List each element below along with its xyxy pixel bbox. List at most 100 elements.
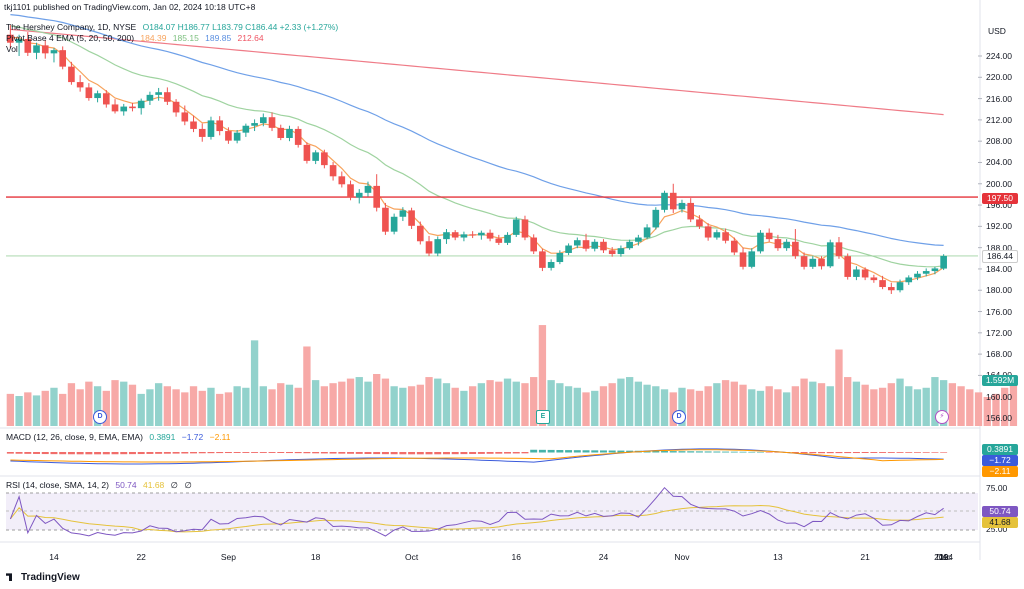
split-event-icon[interactable]: ⚡ xyxy=(935,410,949,424)
candle-body xyxy=(940,255,947,269)
volume-bar xyxy=(137,393,145,426)
currency-label[interactable]: USD xyxy=(988,26,1006,36)
candle-body xyxy=(600,241,607,251)
volume-bar xyxy=(652,386,660,426)
candle-body xyxy=(905,277,913,283)
volume-bar xyxy=(564,386,573,426)
candle-body xyxy=(303,144,311,161)
candle-body xyxy=(33,45,40,53)
volume-legend[interactable]: Vol xyxy=(6,44,22,55)
volume-bar xyxy=(625,377,634,426)
volume-bar xyxy=(154,383,163,426)
candle-body xyxy=(774,239,782,249)
macd-legend[interactable]: MACD (12, 26, close, 9, EMA, EMA) 0.3891… xyxy=(6,432,235,443)
candle-body xyxy=(809,258,817,267)
volume-bar xyxy=(373,374,381,426)
macd-histogram-bar xyxy=(347,452,355,454)
macd-histogram-bar xyxy=(573,450,581,453)
macd-histogram-bar xyxy=(259,452,267,453)
macd-histogram-bar xyxy=(242,452,250,453)
volume-bar xyxy=(425,377,433,426)
macd-histogram-bar xyxy=(33,452,41,454)
volume-bar xyxy=(695,390,704,426)
volume-bar xyxy=(93,386,102,426)
volume-bar xyxy=(503,378,512,426)
volume-bar xyxy=(329,383,337,426)
candle-body xyxy=(146,94,154,101)
candle-body xyxy=(669,192,677,210)
candle-body xyxy=(800,256,808,267)
candle-body xyxy=(373,185,381,208)
ema20-line xyxy=(10,25,944,268)
ema20-value: 185.15 xyxy=(172,33,199,43)
volume-bar xyxy=(809,381,817,426)
volume-bar xyxy=(242,387,250,426)
candle-body xyxy=(512,219,520,235)
candle-body xyxy=(24,38,32,53)
volume-bar xyxy=(730,381,738,426)
candle-body xyxy=(835,242,843,257)
rsi-line xyxy=(9,486,944,537)
volume-bar xyxy=(713,383,721,426)
candle-body xyxy=(41,45,49,54)
macd-histogram-bar xyxy=(495,452,503,454)
candle-body xyxy=(896,282,904,291)
macd-histogram-bar xyxy=(268,452,276,453)
macd-histogram-bar xyxy=(15,452,23,454)
macd-histogram-bar xyxy=(425,452,433,455)
date-tick: 22 xyxy=(136,552,146,562)
macd-histogram-bar xyxy=(608,450,616,453)
date-tick: 11 xyxy=(939,552,949,562)
volume-bar xyxy=(704,386,712,426)
dividend-event-icon[interactable]: D xyxy=(672,410,686,424)
macd-histogram-bar xyxy=(320,452,328,454)
candle-body xyxy=(678,202,686,210)
macd-histogram-bar xyxy=(285,452,293,454)
price-tick: 204.00 xyxy=(986,157,1012,168)
macd-histogram-bar xyxy=(844,452,852,454)
date-tick: Sep xyxy=(220,552,236,562)
macd-histogram-bar xyxy=(216,452,224,454)
macd-histogram-bar xyxy=(163,452,171,454)
candle-body xyxy=(443,232,450,240)
macd-histogram-bar xyxy=(451,452,459,455)
dividend-event-icon[interactable]: D xyxy=(93,410,107,424)
candle-body xyxy=(661,192,668,210)
candle-body xyxy=(198,128,206,137)
macd-histogram-bar xyxy=(599,450,607,453)
rsi-legend[interactable]: RSI (14, close, SMA, 14, 2) 50.74 41.68 … xyxy=(6,480,196,491)
candle-body xyxy=(495,238,503,243)
ema-legend[interactable]: Pivot Base 4 EMA (5, 20, 50, 200) 184.39… xyxy=(6,33,268,44)
date-tick: 16 xyxy=(511,552,521,562)
volume-bar xyxy=(521,383,529,426)
macd-histogram-bar xyxy=(477,452,485,454)
candle-body xyxy=(120,106,128,112)
volume-bar xyxy=(434,378,442,426)
candle-body xyxy=(608,250,616,255)
candle-body xyxy=(696,219,703,227)
candle-body xyxy=(207,120,215,137)
volume-bar xyxy=(468,386,477,426)
symbol-legend: The Hershey Company, 1D, NYSE O184.07 H1… xyxy=(6,22,342,33)
volume-bar xyxy=(530,377,538,426)
volume-bar xyxy=(643,384,651,426)
earnings-event-icon[interactable]: E xyxy=(536,410,550,424)
symbol-title[interactable]: The Hershey Company, 1D, NYSE xyxy=(6,22,137,32)
date-tick: 19 xyxy=(938,552,949,562)
tradingview-footer[interactable]: TradingView xyxy=(6,572,80,583)
volume-bar xyxy=(390,386,398,426)
volume-bar xyxy=(721,380,730,426)
volume-bar xyxy=(669,392,677,426)
candle-body xyxy=(408,210,415,226)
volume-bar xyxy=(634,381,643,426)
volume-bar xyxy=(381,378,390,426)
macd-histogram-bar xyxy=(504,452,512,454)
macd-histogram-bar xyxy=(748,451,756,453)
volume-bar xyxy=(163,386,172,426)
ema5-value: 184.39 xyxy=(140,33,167,43)
hist-tag: −2.11 xyxy=(982,466,1018,477)
candle-body xyxy=(111,104,119,112)
volume-bar xyxy=(207,387,215,426)
volume-bar xyxy=(774,389,782,426)
